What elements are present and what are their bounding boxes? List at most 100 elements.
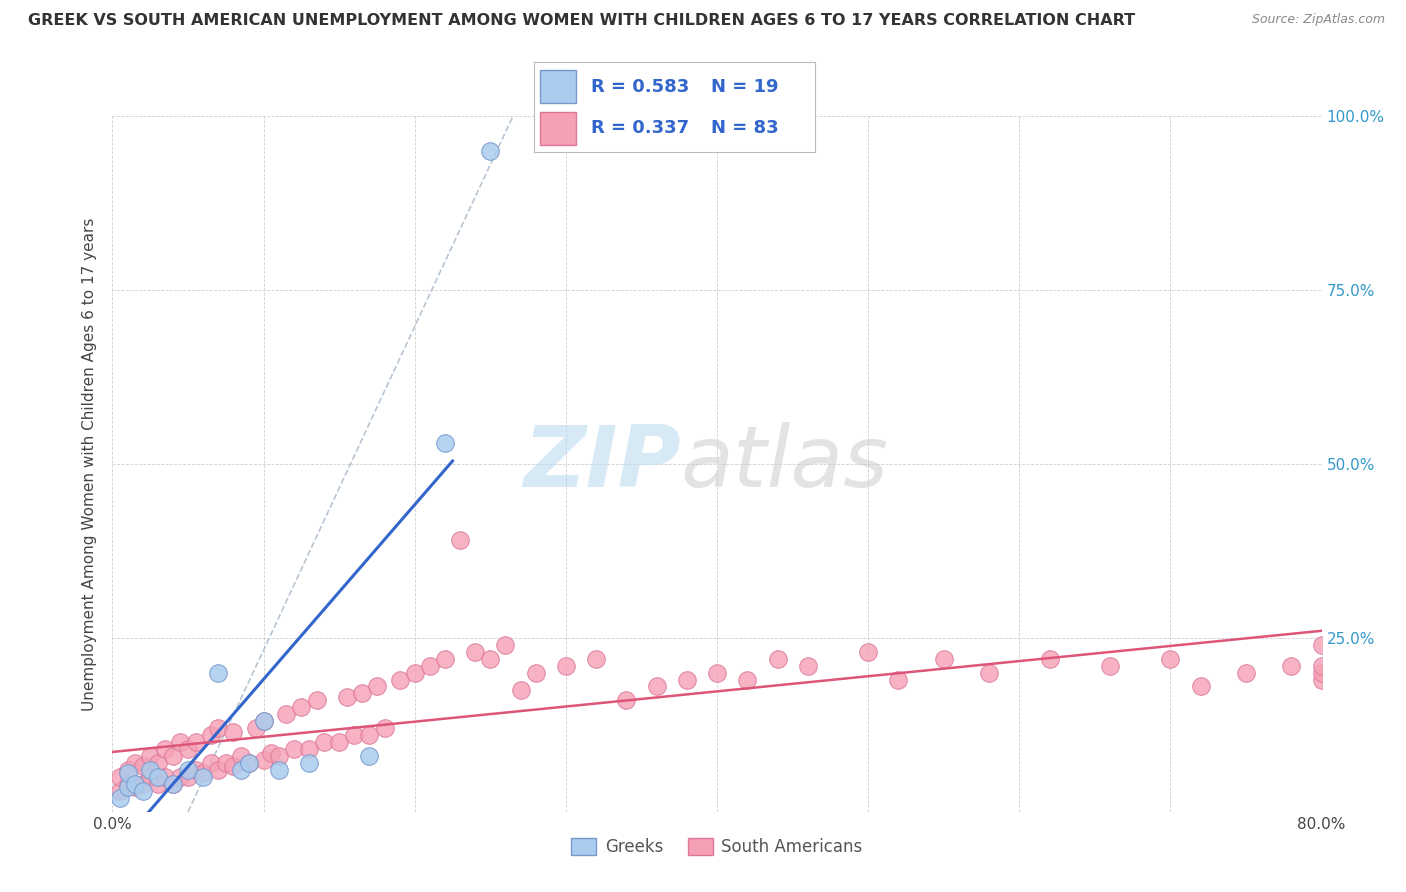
Point bbox=[585, 651, 607, 665]
Point bbox=[1098, 658, 1121, 673]
Point bbox=[117, 763, 139, 777]
Point bbox=[336, 690, 359, 704]
Point bbox=[887, 673, 910, 687]
Point bbox=[298, 756, 321, 770]
Point bbox=[1234, 665, 1257, 680]
Point bbox=[464, 645, 486, 659]
Point bbox=[207, 665, 229, 680]
Point bbox=[932, 651, 955, 665]
Point bbox=[359, 749, 381, 764]
Point bbox=[260, 746, 283, 760]
Point bbox=[222, 724, 245, 739]
Text: R = 0.337: R = 0.337 bbox=[591, 120, 689, 137]
Point bbox=[350, 686, 373, 700]
Point bbox=[155, 770, 177, 784]
Point bbox=[139, 749, 162, 764]
Text: N = 19: N = 19 bbox=[711, 78, 779, 95]
Point bbox=[388, 673, 411, 687]
Point bbox=[290, 700, 312, 714]
Point bbox=[191, 770, 214, 784]
Point bbox=[554, 658, 576, 673]
Point bbox=[139, 770, 162, 784]
Point bbox=[184, 735, 207, 749]
Point bbox=[479, 144, 502, 158]
Point bbox=[200, 756, 222, 770]
Point bbox=[124, 777, 146, 791]
Point bbox=[146, 770, 169, 784]
Point bbox=[200, 728, 222, 742]
Text: R = 0.583: R = 0.583 bbox=[591, 78, 689, 95]
Point bbox=[856, 645, 880, 659]
Point bbox=[1310, 673, 1333, 687]
Point bbox=[675, 673, 697, 687]
Point bbox=[1279, 658, 1302, 673]
Point bbox=[132, 784, 155, 798]
Y-axis label: Unemployment Among Women with Children Ages 6 to 17 years: Unemployment Among Women with Children A… bbox=[82, 217, 97, 711]
Point bbox=[314, 735, 336, 749]
Point bbox=[191, 766, 214, 780]
Point bbox=[645, 680, 668, 694]
Point bbox=[977, 665, 1000, 680]
Point bbox=[108, 784, 131, 798]
Point bbox=[298, 742, 321, 756]
Point bbox=[124, 780, 146, 795]
Point bbox=[108, 790, 131, 805]
Point bbox=[177, 770, 200, 784]
Point bbox=[267, 749, 290, 764]
Point bbox=[1189, 680, 1212, 694]
Point bbox=[1310, 658, 1333, 673]
Point bbox=[117, 777, 139, 791]
Point bbox=[229, 749, 252, 764]
Point bbox=[184, 763, 207, 777]
Point bbox=[616, 693, 638, 707]
Point bbox=[222, 759, 245, 773]
Point bbox=[328, 735, 350, 749]
Point bbox=[374, 721, 396, 735]
Point bbox=[343, 728, 366, 742]
Point bbox=[207, 721, 229, 735]
Point bbox=[796, 658, 818, 673]
Point bbox=[162, 777, 184, 791]
Point bbox=[162, 777, 184, 791]
Legend: Greeks, South Americans: Greeks, South Americans bbox=[565, 831, 869, 863]
Point bbox=[117, 766, 139, 780]
Point bbox=[359, 728, 381, 742]
Point bbox=[124, 756, 146, 770]
Point bbox=[215, 756, 238, 770]
Point bbox=[737, 673, 759, 687]
Point bbox=[108, 770, 131, 784]
Point bbox=[162, 749, 184, 764]
Text: atlas: atlas bbox=[681, 422, 889, 506]
Point bbox=[1038, 651, 1062, 665]
Point bbox=[169, 735, 191, 749]
Point bbox=[283, 742, 305, 756]
Point bbox=[146, 777, 169, 791]
Point bbox=[1310, 638, 1333, 652]
Point bbox=[139, 763, 162, 777]
Point bbox=[238, 756, 260, 770]
Point bbox=[366, 680, 388, 694]
Point bbox=[1159, 651, 1181, 665]
Point bbox=[305, 693, 328, 707]
Point bbox=[1310, 665, 1333, 680]
Point bbox=[766, 651, 789, 665]
Point bbox=[238, 756, 260, 770]
Point bbox=[253, 714, 276, 729]
Point bbox=[419, 658, 441, 673]
Point bbox=[524, 665, 547, 680]
Point bbox=[229, 763, 252, 777]
Point bbox=[245, 721, 267, 735]
Point bbox=[253, 714, 276, 729]
Point bbox=[495, 638, 517, 652]
Point bbox=[117, 780, 139, 795]
Point bbox=[169, 770, 191, 784]
Point bbox=[706, 665, 728, 680]
Text: Source: ZipAtlas.com: Source: ZipAtlas.com bbox=[1251, 13, 1385, 27]
Point bbox=[155, 742, 177, 756]
Point bbox=[132, 777, 155, 791]
Point bbox=[479, 651, 502, 665]
Text: GREEK VS SOUTH AMERICAN UNEMPLOYMENT AMONG WOMEN WITH CHILDREN AGES 6 TO 17 YEAR: GREEK VS SOUTH AMERICAN UNEMPLOYMENT AMO… bbox=[28, 13, 1135, 29]
Point bbox=[207, 763, 229, 777]
Point bbox=[253, 753, 276, 767]
Point bbox=[449, 533, 471, 548]
